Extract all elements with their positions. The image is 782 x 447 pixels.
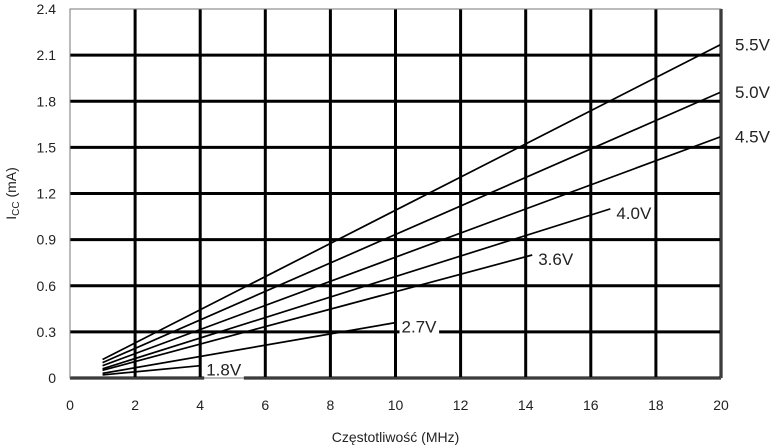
series-line <box>102 254 533 372</box>
y-tick-label: 0.3 <box>37 324 57 340</box>
y-tick-label: 0.6 <box>37 278 57 294</box>
series-line <box>102 208 611 370</box>
series-line <box>102 91 722 364</box>
y-tick-label: 0.9 <box>37 232 57 248</box>
x-axis-title: Częstotliwość (MHz) <box>332 429 460 445</box>
x-tick-label: 8 <box>327 397 335 413</box>
x-tick-label: 18 <box>648 397 664 413</box>
x-tick-label: 16 <box>583 397 599 413</box>
series-label: 4.5V <box>735 128 771 147</box>
x-tick-label: 10 <box>388 397 404 413</box>
x-tick-label: 14 <box>518 397 534 413</box>
x-tick-labels: 0 2 4 6 8 10 12 14 16 18 20 <box>66 397 729 413</box>
series-label: 2.7V <box>402 318 438 337</box>
y-tick-label: 1.5 <box>37 139 57 155</box>
series-label-background <box>733 83 773 103</box>
y-axis-title-unit: (mA) <box>3 167 19 201</box>
x-tick-label: 0 <box>66 397 74 413</box>
y-axis-title-sub: CC <box>11 201 22 215</box>
x-tick-label: 12 <box>453 397 469 413</box>
series-label: 4.0V <box>616 204 652 223</box>
series-line <box>102 135 722 367</box>
series-label-background <box>536 250 576 269</box>
y-tick-label: 0 <box>48 370 56 386</box>
series-line <box>102 364 201 376</box>
series-label: 1.8V <box>206 361 242 380</box>
y-tick-label: 2.1 <box>37 47 57 63</box>
y-tick-label: 1.2 <box>37 186 57 202</box>
series-label-background <box>614 203 654 223</box>
series-label: 5.5V <box>735 35 771 54</box>
series-label-background <box>733 35 773 55</box>
series-label: 3.6V <box>538 250 574 269</box>
series-labels: 5.5V 5.0V 4.5V 4.0V 3.6V 2.7V 1.8V <box>204 35 773 380</box>
series-label-background <box>733 127 773 147</box>
y-axis-title-main: I <box>3 216 19 220</box>
plot-frame <box>69 8 722 379</box>
y-axis-title: ICC (mA) <box>3 167 22 220</box>
y-tick-labels: 0 0.3 0.6 0.9 1.2 1.5 1.8 2.1 2.4 <box>37 1 57 386</box>
x-tick-label: 20 <box>713 397 729 413</box>
x-tick-label: 4 <box>196 397 204 413</box>
series-line <box>102 321 396 375</box>
x-tick-label: 2 <box>131 397 139 413</box>
series-lines <box>102 43 722 376</box>
x-tick-label: 6 <box>261 397 269 413</box>
series-label: 5.0V <box>735 83 771 102</box>
series-line <box>102 43 722 361</box>
y-tick-label: 2.4 <box>37 1 57 17</box>
series-label-background <box>204 360 244 380</box>
y-tick-label: 1.8 <box>37 93 57 109</box>
series-label-background <box>399 317 440 337</box>
